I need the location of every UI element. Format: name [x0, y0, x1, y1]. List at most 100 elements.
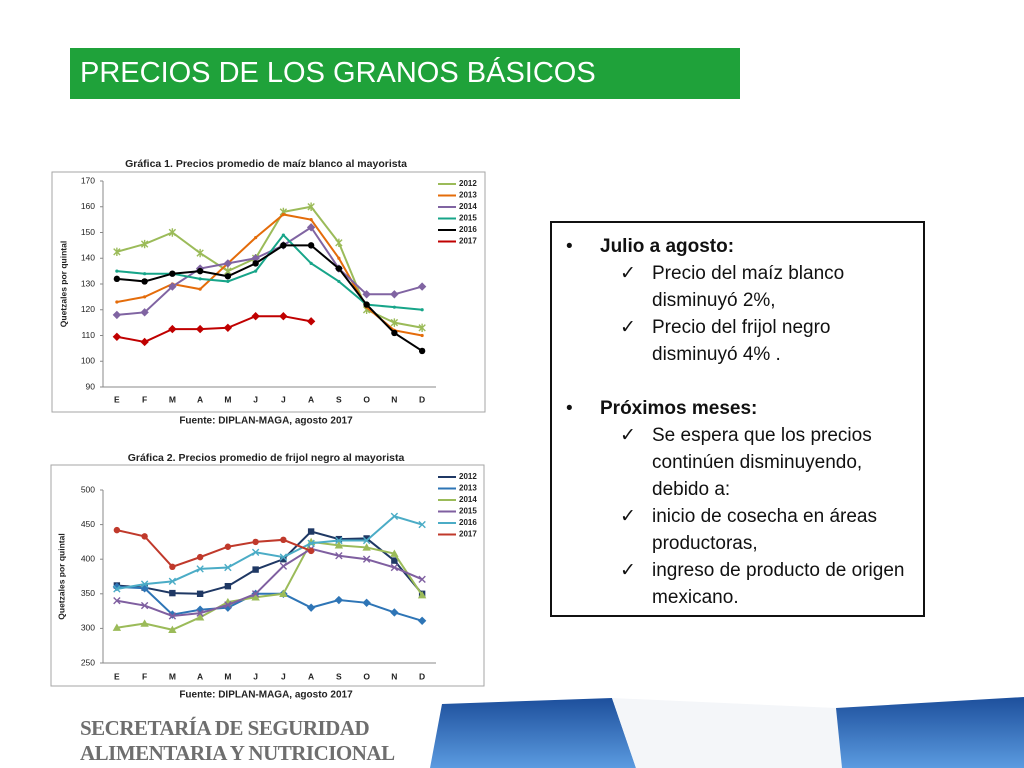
marker: [390, 563, 399, 572]
series-line: [116, 547, 423, 617]
legend-label: 2014: [459, 495, 477, 504]
marker: [169, 563, 176, 571]
marker: [418, 323, 426, 332]
marker: [279, 553, 288, 561]
marker: [391, 557, 398, 564]
text-box: Julio a agosto:Precio del maíz blanco di…: [550, 221, 925, 617]
marker: [279, 562, 288, 570]
x-tick-label: D: [419, 671, 425, 681]
y-axis-label: Quetzales por quintal: [56, 533, 66, 619]
band: [612, 698, 842, 768]
legend-label: 2014: [459, 202, 477, 211]
bullet-group: Julio a agosto:Precio del maíz blanco di…: [566, 233, 911, 368]
x-tick-label: E: [114, 394, 120, 404]
marker: [307, 528, 315, 535]
marker: [140, 308, 149, 317]
x-tick-label: D: [419, 394, 425, 404]
legend-label: 2017: [459, 530, 477, 539]
y-tick-label: 150: [81, 227, 95, 237]
y-tick-label: 170: [81, 175, 95, 185]
marker: [140, 580, 149, 588]
series-line: [116, 540, 423, 631]
series-line: [116, 315, 312, 343]
check-item: Precio del maíz blanco disminuyó 2%,: [566, 260, 911, 314]
marker: [226, 279, 230, 284]
marker: [113, 597, 121, 605]
marker: [143, 272, 147, 276]
x-tick-label: A: [308, 671, 314, 681]
marker: [307, 202, 315, 211]
marker: [417, 590, 427, 599]
marker: [113, 247, 121, 257]
y-tick-label: 160: [81, 201, 95, 211]
y-tick-label: 450: [81, 519, 95, 529]
marker: [306, 603, 316, 612]
legend-label: 2012: [459, 179, 477, 188]
series-line: [116, 585, 423, 622]
x-tick-label: J: [281, 394, 286, 404]
marker: [281, 233, 285, 237]
legend-label: 2015: [459, 507, 477, 516]
marker: [141, 533, 148, 540]
marker: [254, 269, 258, 273]
marker: [418, 575, 426, 583]
legend-label: 2016: [459, 225, 477, 234]
marker: [362, 290, 371, 299]
marker: [335, 536, 343, 545]
x-tick-label: J: [253, 394, 258, 404]
marker: [141, 278, 148, 285]
marker: [115, 300, 119, 304]
marker: [224, 601, 232, 609]
marker: [224, 563, 232, 572]
legend-label: 2012: [459, 472, 477, 481]
marker: [168, 610, 177, 619]
marker: [280, 242, 287, 249]
marker: [390, 318, 399, 327]
marker: [280, 536, 287, 544]
marker: [390, 549, 399, 557]
marker: [224, 582, 232, 590]
marker: [169, 589, 176, 597]
marker: [306, 223, 316, 232]
marker: [223, 323, 233, 332]
y-tick-label: 500: [81, 484, 95, 494]
marker: [140, 239, 149, 249]
marker: [251, 548, 260, 556]
x-tick-label: N: [391, 394, 397, 404]
marker: [254, 236, 258, 240]
marker: [223, 259, 233, 268]
marker: [140, 619, 149, 627]
marker: [140, 337, 149, 347]
y-tick-label: 120: [81, 304, 95, 314]
marker: [112, 332, 122, 341]
x-tick-label: A: [308, 394, 314, 404]
band: [430, 698, 636, 768]
x-tick-label: E: [114, 671, 120, 681]
y-tick-label: 90: [86, 381, 96, 391]
y-tick-label: 400: [81, 553, 95, 563]
chart-title: Gráfica 2. Precios promedio de frijol ne…: [128, 452, 405, 464]
y-tick-label: 300: [81, 623, 95, 633]
marker: [392, 305, 396, 309]
marker: [335, 552, 343, 560]
y-tick-label: 140: [81, 253, 95, 263]
x-tick-label: F: [142, 671, 147, 681]
marker: [195, 605, 205, 614]
series-line: [116, 233, 423, 311]
marker: [390, 512, 399, 520]
x-tick-label: A: [197, 671, 203, 681]
marker: [309, 218, 313, 222]
marker: [390, 608, 399, 617]
chart-source: Fuente: DIPLAN-MAGA, agosto 2017: [179, 690, 353, 701]
y-tick-label: 110: [81, 330, 95, 340]
x-tick-label: M: [169, 671, 176, 681]
bullet-group: Próximos meses:Se espera que los precios…: [566, 395, 911, 611]
x-tick-label: O: [363, 671, 370, 681]
series-line: [116, 529, 312, 568]
marker: [143, 295, 147, 299]
marker: [196, 267, 204, 275]
bullet-heading: Próximos meses:: [566, 395, 911, 422]
marker: [363, 301, 370, 308]
